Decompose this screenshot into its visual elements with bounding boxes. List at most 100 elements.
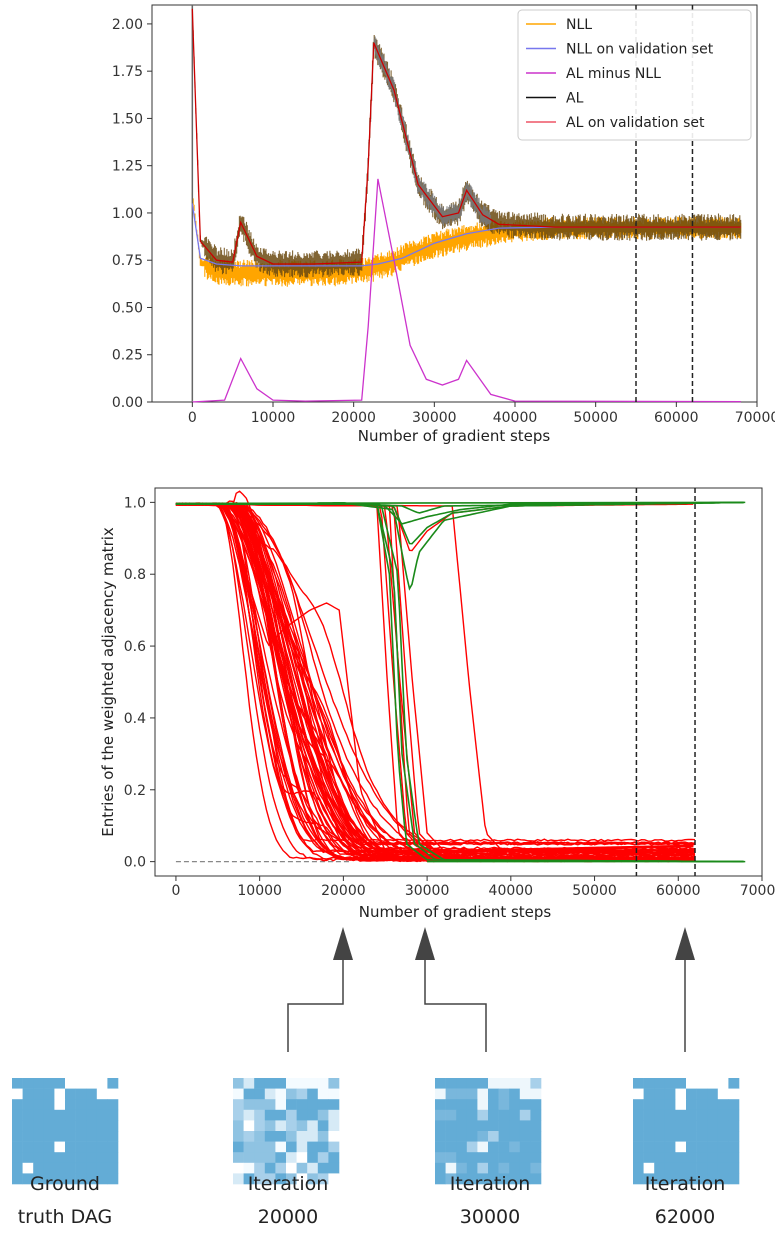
top-series-lines <box>191 8 741 403</box>
matrix-cell <box>328 1099 340 1111</box>
matrix-cell <box>107 1173 119 1185</box>
matrix-cell <box>686 1088 697 1100</box>
matrix-cell <box>286 1141 297 1153</box>
matrix-cell <box>12 1099 23 1111</box>
matrix-cell <box>317 1152 329 1164</box>
matrix-cell <box>233 1120 244 1132</box>
red-curve-peak <box>175 503 694 861</box>
matrix-cell <box>530 1099 542 1111</box>
matrix-cell <box>75 1099 87 1111</box>
matrix-cell <box>477 1173 489 1185</box>
matrix-cell <box>96 1152 108 1164</box>
top-x-tick-label: 50000 <box>573 410 618 426</box>
matrix-cell <box>54 1078 66 1089</box>
matrix-cell <box>107 1099 119 1111</box>
matrix-cell <box>686 1173 697 1185</box>
matrix-cell <box>530 1173 542 1185</box>
bottom-green-curves <box>175 501 746 863</box>
matrix-cell <box>509 1141 521 1153</box>
matrix-cell <box>96 1141 108 1153</box>
matrix-cell <box>686 1141 697 1153</box>
matrix-cell <box>509 1099 521 1111</box>
matrix-cell <box>498 1131 510 1142</box>
matrix-cell <box>233 1162 244 1174</box>
matrix-cell <box>33 1120 45 1132</box>
matrix-cell <box>466 1141 478 1153</box>
matrix-cell <box>33 1162 45 1174</box>
matrix-cell <box>675 1152 687 1164</box>
matrix-cell <box>54 1173 66 1185</box>
matrix-cell <box>686 1109 697 1121</box>
matrix-cell <box>54 1162 66 1174</box>
matrix-cell <box>12 1078 23 1089</box>
matrix-cell <box>328 1109 340 1121</box>
matrix-cell <box>286 1099 297 1111</box>
matrix-cell <box>530 1120 542 1132</box>
matrix-cell <box>22 1152 34 1164</box>
matrix-cell <box>75 1152 87 1164</box>
matrix-cell <box>717 1088 729 1100</box>
matrix-cell <box>488 1141 499 1153</box>
matrix-cell <box>686 1120 697 1132</box>
matrix-cell <box>33 1131 45 1142</box>
matrix-cell <box>445 1099 457 1111</box>
matrix-cell <box>696 1078 708 1089</box>
matrix-cell <box>445 1109 457 1121</box>
matrix-cell <box>328 1120 340 1132</box>
matrix-iteration-30000 <box>435 1078 542 1185</box>
matrix-cell <box>686 1131 697 1142</box>
matrix-cell <box>696 1088 708 1100</box>
matrix-cell <box>328 1152 340 1164</box>
matrix-cell <box>488 1109 499 1121</box>
matrix-cell <box>707 1078 719 1089</box>
matrix-cell <box>275 1088 287 1100</box>
matrix-cell <box>233 1078 244 1089</box>
matrix-cell <box>633 1088 644 1100</box>
matrix-cell <box>307 1131 319 1142</box>
matrix-cell <box>12 1109 23 1121</box>
matrix-cell <box>686 1152 697 1164</box>
matrix-cell <box>275 1173 287 1185</box>
matrix-cell <box>54 1099 66 1111</box>
matrix-cell <box>243 1152 255 1164</box>
matrix-cell <box>717 1152 729 1164</box>
matrix-cell <box>317 1088 329 1100</box>
matrix-cell <box>317 1109 329 1121</box>
matrix-cell <box>107 1078 119 1089</box>
matrix-cell <box>33 1088 45 1100</box>
matrix-cell <box>445 1088 457 1100</box>
matrix-cell <box>243 1120 255 1132</box>
matrix-cell <box>445 1131 457 1142</box>
matrix-cell <box>22 1120 34 1132</box>
matrix-cell <box>243 1131 255 1142</box>
matrix-cell <box>664 1109 676 1121</box>
matrix-cell <box>675 1099 687 1111</box>
matrix-cell <box>96 1099 108 1111</box>
matrix-cell <box>96 1120 108 1132</box>
matrix-cell <box>466 1088 478 1100</box>
matrix-cell <box>286 1120 297 1132</box>
legend-label: AL minus NLL <box>566 66 661 82</box>
matrix-cell <box>233 1099 244 1111</box>
top-x-tick-label: 10000 <box>251 410 296 426</box>
bottom-x-axis-label: Number of gradient steps <box>359 903 552 921</box>
matrix-cell <box>466 1120 478 1132</box>
matrix-cell <box>307 1109 319 1121</box>
matrix-cell <box>633 1162 644 1174</box>
matrix-cell <box>728 1141 740 1153</box>
matrix-cell <box>675 1162 687 1174</box>
matrix-cell <box>477 1088 489 1100</box>
matrix-cell <box>307 1162 319 1174</box>
matrix-cell <box>498 1120 510 1132</box>
matrix-cell <box>717 1120 729 1132</box>
matrix-cell <box>233 1141 244 1153</box>
matrix-cell <box>254 1109 266 1121</box>
bottom-x-tick-label: 50000 <box>572 883 617 899</box>
matrix-cell <box>498 1109 510 1121</box>
matrix-cell <box>728 1078 740 1089</box>
matrix-cell <box>664 1120 676 1132</box>
matrix-cell <box>264 1109 276 1121</box>
matrix-cell <box>307 1152 319 1164</box>
matrix-cell <box>86 1131 98 1142</box>
matrix-cell <box>686 1162 697 1174</box>
